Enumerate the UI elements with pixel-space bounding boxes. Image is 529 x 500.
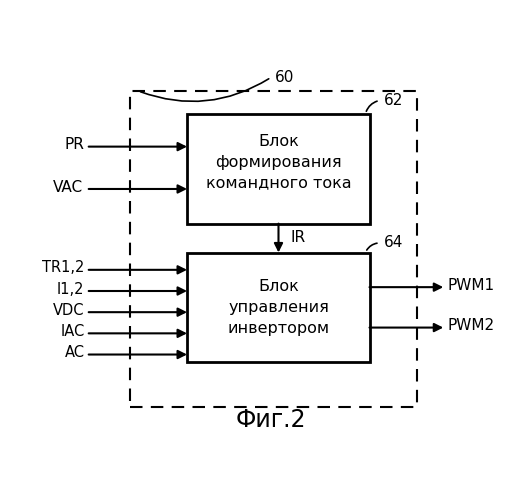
Text: VDC: VDC [53, 302, 85, 318]
Text: PR: PR [65, 137, 85, 152]
Text: Блок
формирования
командного тока: Блок формирования командного тока [206, 134, 351, 190]
Text: AC: AC [65, 345, 85, 360]
Text: Фиг.2: Фиг.2 [236, 408, 306, 432]
Bar [187, 252, 370, 362]
Text: TR1,2: TR1,2 [42, 260, 85, 276]
Text: Блок
управления
инвертором: Блок управления инвертором [227, 278, 330, 336]
Text: 64: 64 [384, 236, 403, 250]
Text: IAC: IAC [60, 324, 85, 339]
Text: I1,2: I1,2 [57, 282, 85, 296]
Text: 62: 62 [384, 93, 403, 108]
Bar [130, 91, 417, 406]
Text: IR: IR [291, 230, 306, 244]
Text: VAC: VAC [52, 180, 83, 194]
Text: PWM2: PWM2 [448, 318, 495, 333]
Bar [187, 114, 370, 224]
Text: 60: 60 [275, 70, 295, 85]
Text: PWM1: PWM1 [448, 278, 495, 292]
